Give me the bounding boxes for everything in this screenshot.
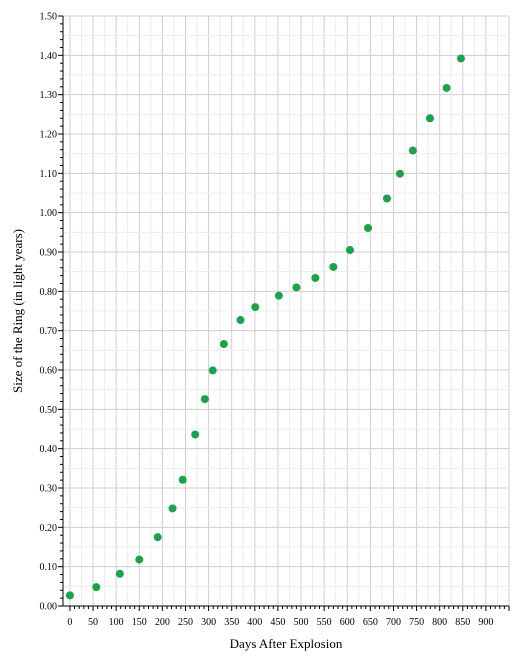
- y-tick-label: 1.20: [40, 130, 58, 141]
- y-tick-label: 0.70: [40, 326, 58, 337]
- data-point: [200, 395, 209, 404]
- y-tick-label: 0.60: [40, 366, 58, 377]
- data-point: [364, 224, 373, 233]
- y-tick-label: 1.10: [40, 169, 58, 180]
- data-point: [329, 262, 338, 271]
- x-tick-label: 0: [67, 617, 72, 628]
- data-point: [208, 366, 217, 375]
- x-tick-label: 350: [224, 617, 239, 628]
- grid-lines: [63, 15, 510, 607]
- x-tick-label: 900: [478, 617, 493, 628]
- x-tick-label: 650: [363, 617, 378, 628]
- data-point: [442, 83, 451, 92]
- data-point: [311, 273, 320, 282]
- y-axis-title: Size of the Ring (in light years): [10, 229, 25, 393]
- data-point: [425, 114, 434, 123]
- y-tick-label: 0.80: [40, 287, 58, 298]
- x-tick-label: 550: [317, 617, 332, 628]
- data-point: [251, 303, 260, 312]
- data-point: [456, 54, 465, 63]
- data-point: [274, 291, 283, 300]
- data-point: [346, 246, 355, 255]
- y-tick-label: 0.00: [40, 602, 58, 613]
- y-tick-label: 0.20: [40, 523, 58, 534]
- y-tick-label: 1.00: [40, 208, 58, 219]
- data-point: [408, 146, 417, 155]
- x-axis-title: Days After Explosion: [230, 636, 343, 651]
- axes: 0.00 0.10 0.20 0.30 0.40 0.50 0.60 0.70 0.80 0.90…: [40, 12, 510, 628]
- data-point: [191, 430, 200, 439]
- x-tick-label: 100: [109, 617, 124, 628]
- x-tick-label: 500: [294, 617, 309, 628]
- y-tick-label: 1.50: [40, 12, 58, 23]
- y-tick-label: 0.50: [40, 405, 58, 416]
- x-tick-label: 450: [270, 617, 285, 628]
- x-tick-label: 600: [340, 617, 355, 628]
- x-tick-label: 700: [386, 617, 401, 628]
- data-point: [65, 591, 74, 600]
- data-point: [219, 340, 228, 349]
- x-tick-label: 200: [155, 617, 170, 628]
- data-point: [292, 283, 301, 292]
- data-point: [168, 504, 177, 513]
- data-point: [92, 583, 101, 592]
- data-point: [153, 533, 162, 542]
- x-tick-label: 400: [247, 617, 262, 628]
- data-point: [395, 169, 404, 178]
- x-tick-label: 800: [432, 617, 447, 628]
- y-tick-label: 1.30: [40, 90, 58, 101]
- y-tick-label: 1.40: [40, 51, 58, 62]
- y-tick-label: 0.10: [40, 562, 58, 573]
- data-points: [65, 54, 465, 600]
- data-point: [115, 569, 124, 578]
- y-tick-label: 0.30: [40, 484, 58, 495]
- x-tick-label: 150: [132, 617, 147, 628]
- x-tick-label: 250: [178, 617, 193, 628]
- x-tick-label: 300: [201, 617, 216, 628]
- y-tick-label: 0.90: [40, 248, 58, 259]
- data-point: [178, 475, 187, 484]
- data-point: [236, 316, 245, 325]
- x-tick-label: 50: [88, 617, 98, 628]
- data-point: [382, 194, 391, 203]
- data-point: [135, 555, 144, 564]
- y-tick-label: 0.40: [40, 444, 58, 455]
- x-tick-label: 850: [455, 617, 470, 628]
- x-tick-label: 750: [409, 617, 424, 628]
